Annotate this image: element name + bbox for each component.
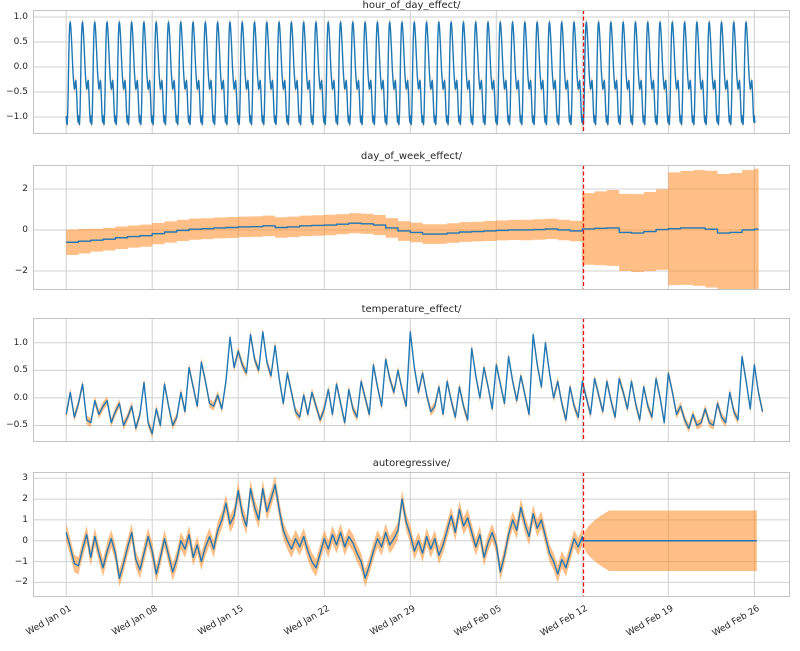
y-tick-label: 0	[22, 535, 28, 546]
y-tick-label: 1	[22, 514, 28, 525]
mean-line	[65, 21, 756, 126]
y-tick-label: −1	[14, 556, 28, 567]
mean-line	[65, 331, 764, 435]
plot-canvas	[33, 165, 790, 290]
axes-spine	[33, 165, 790, 290]
axes-day-of-week-effect	[33, 165, 790, 290]
plot-canvas	[33, 318, 790, 442]
y-tick-label: 0.5	[13, 37, 28, 47]
x-tick-label: Wed Feb 26	[711, 603, 762, 639]
x-tick-label: Wed Jan 15	[196, 603, 246, 638]
uncertainty-band	[66, 327, 763, 439]
y-tick-label: 0.5	[13, 365, 28, 376]
x-tick-label: Wed Jan 01	[24, 603, 74, 638]
x-tick-label: Wed Jan 22	[282, 603, 332, 638]
y-tick-label: −0.5	[6, 87, 28, 97]
y-tick-label: 0.0	[13, 392, 28, 403]
y-tick-label: −2	[14, 265, 28, 276]
axes-temperature-effect	[33, 318, 790, 442]
y-tick-label: −2	[14, 577, 28, 588]
mean-line	[66, 222, 759, 243]
plot-canvas	[33, 10, 790, 134]
axes-spine	[33, 318, 790, 442]
plot-canvas	[33, 472, 790, 597]
uncertainty-band	[66, 475, 757, 587]
y-tick-label: 1.0	[13, 12, 28, 22]
subplot-title-temperature: temperature_effect/	[361, 304, 462, 315]
mean-line	[65, 483, 757, 579]
uncertainty-band	[66, 168, 759, 290]
y-tick-label: 1.0	[13, 337, 28, 348]
y-tick-label: 0	[22, 224, 28, 235]
axes-spine	[33, 472, 790, 597]
y-tick-label: −1.0	[6, 112, 28, 122]
x-tick-label: Wed Feb 19	[625, 603, 676, 639]
x-tick-label: Wed Jan 08	[110, 603, 160, 638]
subplot-title-hour-of-day: hour_of_day_effect/	[362, 0, 461, 11]
x-tick-label: Wed Jan 29	[368, 603, 418, 638]
axes-spine	[33, 10, 790, 134]
axes-autoregressive	[33, 472, 790, 597]
subplot-title-day-of-week: day_of_week_effect/	[360, 151, 463, 162]
y-tick-label: −0.5	[6, 420, 28, 431]
y-tick-label: 2	[22, 494, 28, 505]
axes-hour-of-day-effect	[33, 10, 790, 134]
x-tick-label: Wed Feb 05	[453, 603, 504, 639]
subplot-title-autoregressive: autoregressive/	[372, 458, 451, 469]
y-tick-label: 3	[22, 473, 28, 484]
y-tick-label: 0.0	[13, 62, 28, 72]
x-tick-label: Wed Feb 12	[539, 603, 590, 639]
y-tick-label: 2	[22, 183, 28, 194]
